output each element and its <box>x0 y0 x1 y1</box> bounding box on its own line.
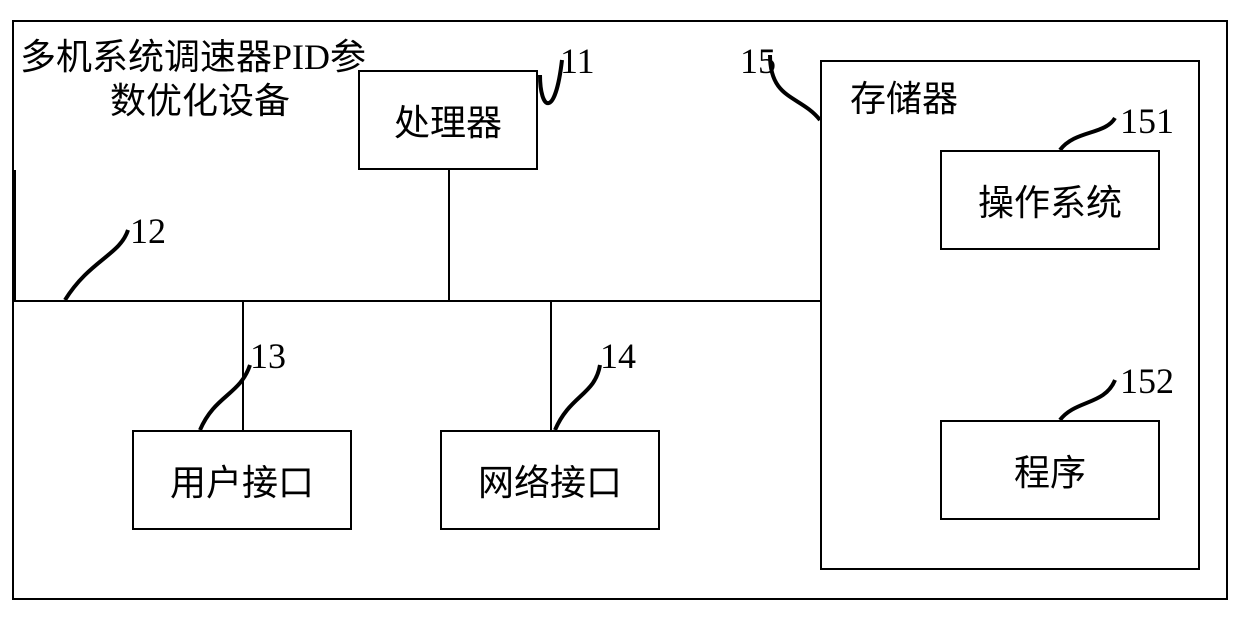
left-open-vertical <box>14 170 16 300</box>
program-block: 程序 <box>940 420 1160 520</box>
program-label: 程序 <box>1014 444 1086 496</box>
processor-block: 处理器 <box>358 70 538 170</box>
ref-152: 152 <box>1120 360 1174 402</box>
network-if-label: 网络接口 <box>478 454 622 506</box>
user-if-block: 用户接口 <box>132 430 352 530</box>
ref-12: 12 <box>130 210 166 252</box>
os-label: 操作系统 <box>978 174 1122 226</box>
diagram-canvas: 多机系统调速器PID参 数优化设备 处理器 存储器 操作系统 程序 用户接口 网… <box>0 0 1240 625</box>
stub-user-if <box>242 300 244 430</box>
user-if-label: 用户接口 <box>170 454 314 506</box>
bus-line <box>14 300 820 302</box>
stub-network-if <box>550 300 552 430</box>
ref-11: 11 <box>560 40 595 82</box>
os-block: 操作系统 <box>940 150 1160 250</box>
ref-13: 13 <box>250 335 286 377</box>
storage-label: 存储器 <box>850 70 958 122</box>
stub-processor <box>448 170 450 300</box>
ref-14: 14 <box>600 335 636 377</box>
ref-151: 151 <box>1120 100 1174 142</box>
processor-label: 处理器 <box>394 94 502 146</box>
network-if-block: 网络接口 <box>440 430 660 530</box>
ref-15: 15 <box>740 40 776 82</box>
diagram-title-line2: 数优化设备 <box>110 72 290 124</box>
